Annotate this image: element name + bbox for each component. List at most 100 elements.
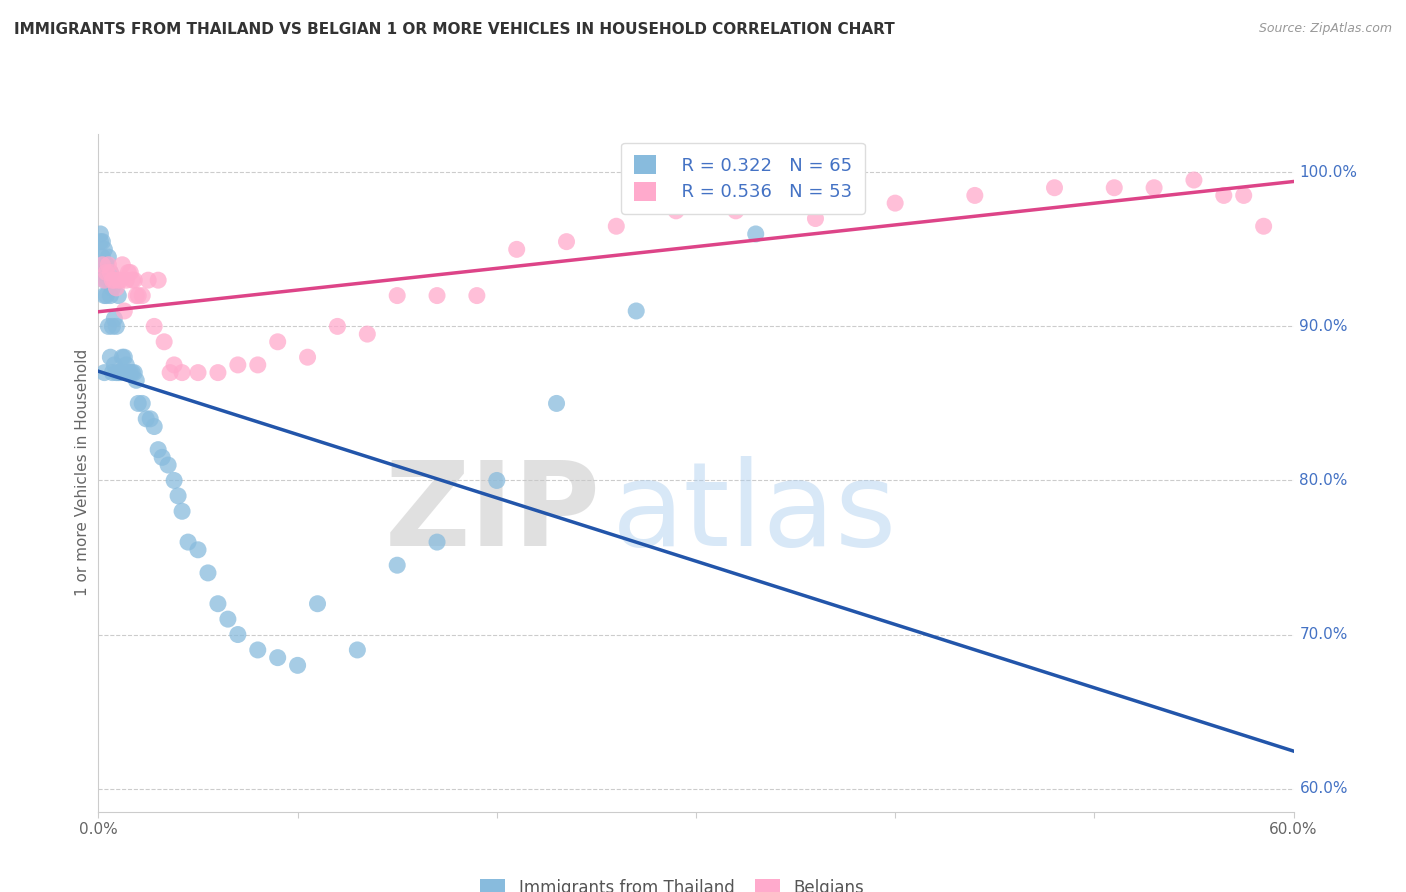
Point [804,211,827,226]
Point [163,358,186,372]
Point [91,265,114,279]
Point [131,396,153,410]
Point [93,243,115,257]
Point [91,258,114,272]
Point [546,396,568,410]
Point [207,366,229,380]
Point [1182,173,1205,187]
Point [120,366,142,380]
Point [93,273,115,287]
Point [385,558,409,573]
Point [110,273,132,287]
Point [98,288,122,302]
Point [112,304,135,318]
Point [93,288,115,302]
Point [724,203,747,218]
Point [346,643,368,657]
Point [1102,180,1125,194]
Point [93,273,115,287]
Point [101,281,124,295]
Point [745,227,768,241]
Point [267,334,290,349]
Legend: Immigrants from Thailand, Belgians: Immigrants from Thailand, Belgians [472,871,872,892]
Point [103,273,125,287]
Point [287,658,309,673]
Text: 90.0%: 90.0% [1299,319,1348,334]
Point [103,358,125,372]
Point [115,273,138,287]
Point [98,350,122,364]
Point [107,288,129,302]
Point [101,319,124,334]
Point [91,235,114,249]
Point [485,474,508,488]
Point [125,373,148,387]
Point [117,366,139,380]
Point [97,319,120,334]
Point [120,265,142,279]
Point [110,366,132,380]
Point [1143,180,1166,194]
Point [143,419,166,434]
Text: Source: ZipAtlas.com: Source: ZipAtlas.com [1258,22,1392,36]
Point [172,504,194,518]
Point [89,235,111,249]
Point [101,366,124,380]
Text: IMMIGRANTS FROM THAILAND VS BELGIAN 1 OR MORE VEHICLES IN HOUSEHOLD CORRELATION : IMMIGRANTS FROM THAILAND VS BELGIAN 1 OR… [14,22,894,37]
Point [96,265,118,279]
Point [1212,188,1234,202]
Point [96,258,118,272]
Point [207,597,229,611]
Text: ZIP: ZIP [384,456,600,571]
Text: 100.0%: 100.0% [1299,165,1358,180]
Point [97,273,120,287]
Point [385,288,409,302]
Point [157,458,180,472]
Point [139,412,162,426]
Point [307,597,329,611]
Point [101,273,124,287]
Point [111,258,134,272]
Point [159,366,181,380]
Point [115,358,138,372]
Point [105,319,128,334]
Point [89,227,111,241]
Text: atlas: atlas [612,456,897,571]
Point [143,319,166,334]
Point [356,327,378,342]
Point [226,627,249,641]
Point [135,412,157,426]
Point [246,643,269,657]
Point [121,273,143,287]
Point [124,273,146,287]
Point [246,358,269,372]
Point [153,334,176,349]
Point [97,258,120,272]
Point [105,281,128,295]
Point [426,535,449,549]
Point [112,350,135,364]
Point [177,535,200,549]
Point [665,203,688,218]
Point [89,258,111,272]
Point [465,288,488,302]
Text: 80.0%: 80.0% [1299,473,1348,488]
Point [326,319,349,334]
Point [426,288,449,302]
Point [148,273,170,287]
Text: 70.0%: 70.0% [1299,627,1348,642]
Point [107,366,129,380]
Point [107,273,129,287]
Point [131,288,153,302]
Point [506,243,529,257]
Point [555,235,578,249]
Point [172,366,194,380]
Point [1253,219,1275,234]
Point [103,311,125,326]
Point [124,366,146,380]
Point [197,566,219,580]
Point [98,265,122,279]
Point [127,288,149,302]
Point [1233,188,1256,202]
Point [150,450,173,465]
